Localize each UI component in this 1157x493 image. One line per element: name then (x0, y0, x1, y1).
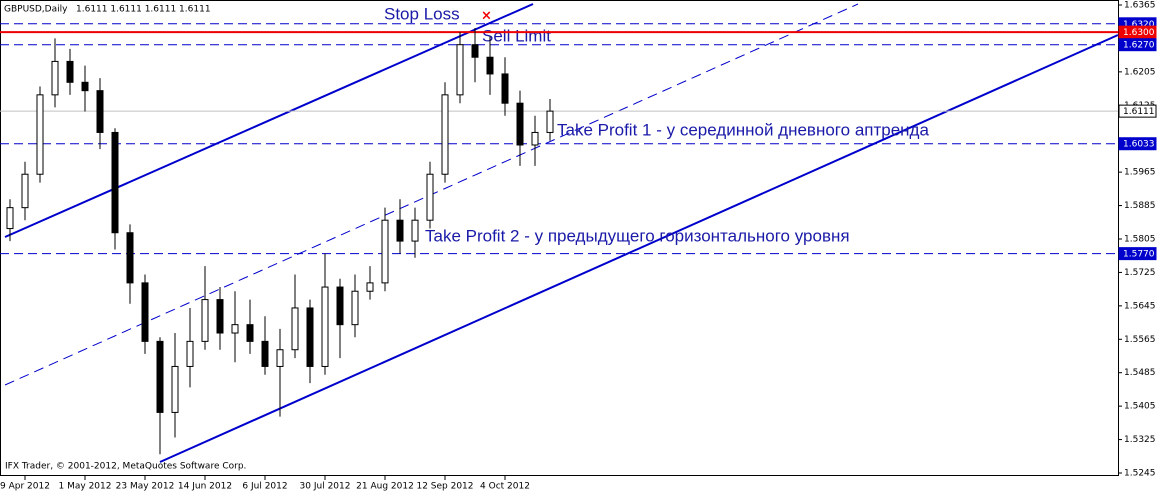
x-tick-label: 23 May 2012 (116, 482, 175, 492)
candle-body (456, 44, 464, 96)
y-tick-label: 1.5885 (1124, 201, 1156, 211)
y-tick-label: 1.5325 (1124, 435, 1156, 445)
x-tick-label: 4 Oct 2012 (480, 482, 530, 492)
level-label: 1.5770 (1123, 250, 1155, 260)
candle-body (111, 131, 119, 234)
candle-body (126, 232, 134, 284)
x-tick-label: 12 Sep 2012 (416, 482, 473, 492)
annotation: Take Profit 1 - у серединной дневного ап… (557, 120, 929, 139)
level-label: 1.6320 (1123, 20, 1155, 30)
level-box (1118, 137, 1157, 151)
candle-body (351, 290, 359, 326)
credit: IFX Trader, © 2001-2012, MetaQuotes Soft… (5, 462, 246, 472)
annotation: Sell Limit (482, 26, 551, 45)
y-tick-label: 1.5405 (1124, 402, 1156, 412)
candle-body (216, 299, 224, 334)
candle-body (201, 299, 209, 342)
candle-body (531, 131, 539, 146)
candle-body (291, 307, 299, 351)
x-tick-label: 14 Jun 2012 (178, 482, 232, 492)
y-tick-label: 1.5245 (1124, 469, 1156, 479)
level-label: 1.6270 (1123, 41, 1155, 51)
candle-body (501, 73, 509, 104)
candle-body (306, 307, 314, 367)
y-tick-label: 1.5805 (1124, 235, 1156, 245)
level-label: 1.6111 (1123, 107, 1155, 117)
level-label: 1.6033 (1123, 140, 1155, 150)
candle-body (396, 219, 404, 242)
candle-body (66, 60, 74, 83)
candle-body (96, 90, 104, 133)
level-box (1118, 104, 1157, 118)
candle-body (36, 94, 44, 175)
y-tick-label: 1.5965 (1124, 168, 1156, 178)
candle-body (471, 44, 479, 58)
chart-subtitle: 1.6111 1.6111 1.6111 1.6111 (76, 5, 211, 15)
level-label: 1.6300 (1123, 28, 1155, 38)
y-tick-label: 1.5485 (1124, 368, 1156, 378)
candle-body (21, 173, 29, 209)
candle-body (261, 340, 269, 367)
stop-marker: × (481, 9, 492, 24)
candle-body (276, 349, 284, 367)
plot-frame (0, 0, 1119, 476)
annotation: Take Profit 2 - у предыдущего горизонтал… (425, 226, 850, 245)
candle-body (546, 110, 554, 133)
candle-body (411, 219, 419, 242)
x-tick-label: 21 Aug 2012 (356, 482, 414, 492)
candle-body (231, 324, 239, 334)
y-tick-label: 1.6205 (1124, 67, 1156, 77)
level-box (1118, 247, 1157, 261)
chart-title: GBPUSD,Daily (4, 5, 68, 15)
candle-body (426, 173, 434, 221)
x-tick-label: 9 Apr 2012 (0, 482, 50, 492)
level-box (1118, 38, 1157, 52)
channel-lower (159, 34, 1119, 463)
candle-body (441, 94, 449, 175)
level-box (1118, 25, 1157, 39)
candle-body (321, 286, 329, 367)
candle-body (6, 207, 14, 230)
candle-body (141, 282, 149, 342)
x-tick-label: 6 Jul 2012 (242, 482, 287, 492)
y-tick-label: 1.5565 (1124, 335, 1156, 345)
candle-body (486, 56, 494, 75)
candle-body (156, 340, 164, 413)
candle-body (336, 286, 344, 326)
candle-body (381, 219, 389, 284)
candle-body (246, 324, 254, 342)
channel-upper (4, 3, 534, 238)
y-tick-label: 1.5645 (1124, 301, 1156, 311)
candle-body (81, 81, 89, 92)
candle-body (516, 102, 524, 146)
candle-body (171, 365, 179, 413)
x-tick-label: 30 Jul 2012 (300, 482, 351, 492)
candle-body (366, 282, 374, 292)
y-tick-label: 1.5725 (1124, 268, 1156, 278)
candle-body (186, 340, 194, 367)
y-tick-label: 1.6365 (1124, 1, 1156, 11)
x-tick-label: 1 May 2012 (59, 482, 112, 492)
annotation: Stop Loss (384, 4, 460, 23)
candle-body (51, 60, 59, 96)
